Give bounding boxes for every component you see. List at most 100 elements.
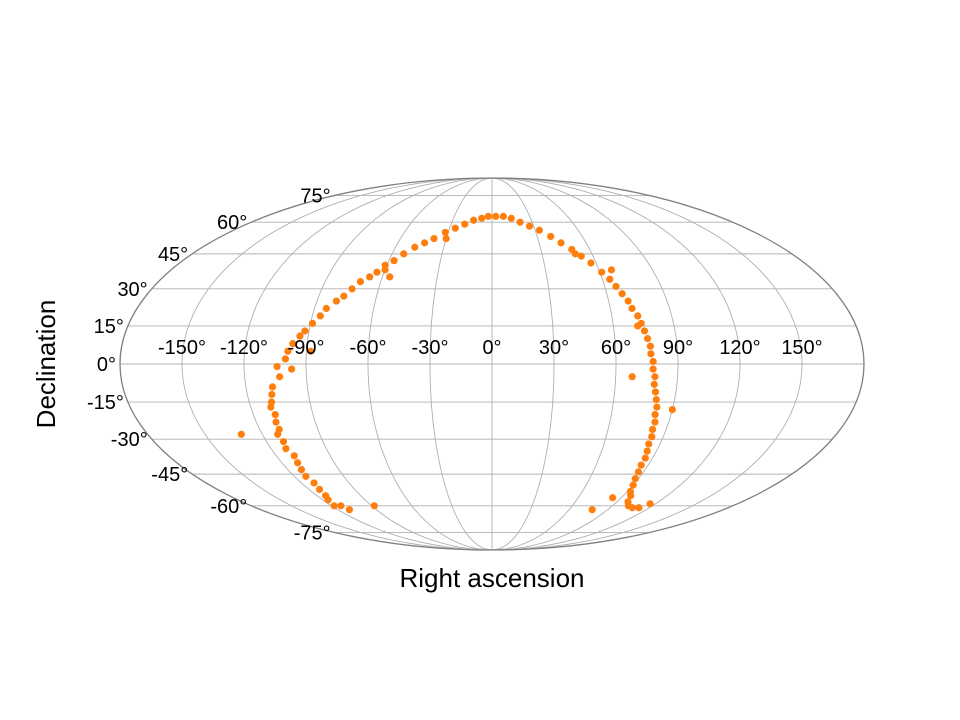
ra-tick-label: -90° — [288, 337, 325, 359]
meridian-gridline — [491, 177, 803, 551]
data-point — [400, 250, 408, 258]
data-point — [631, 474, 639, 483]
ra-tick-label: -120° — [220, 337, 268, 359]
data-point — [294, 459, 302, 467]
data-point — [288, 365, 296, 373]
ra-tick-label: 150° — [781, 337, 822, 359]
data-point — [272, 418, 280, 426]
dec-tick-label: 0° — [97, 354, 116, 376]
data-point — [643, 334, 652, 343]
ra-tick-label: -30° — [412, 337, 449, 359]
data-point — [332, 297, 341, 305]
dec-tick-label: -75° — [294, 523, 331, 545]
data-point — [430, 235, 438, 243]
data-point — [650, 380, 658, 388]
data-point — [648, 433, 656, 441]
data-point — [646, 500, 654, 508]
data-point — [598, 268, 606, 276]
data-point — [628, 373, 636, 381]
data-point — [606, 275, 614, 283]
data-point — [237, 430, 245, 438]
data-point — [651, 388, 660, 396]
data-point — [645, 440, 653, 448]
x-axis-label: Right ascension — [400, 563, 585, 593]
meridian-gridline — [491, 177, 617, 551]
data-point — [461, 220, 469, 228]
data-point — [535, 226, 543, 234]
data-point — [348, 285, 356, 293]
data-point — [322, 492, 330, 500]
data-point — [370, 502, 378, 510]
data-point — [647, 350, 655, 358]
data-point — [516, 218, 524, 226]
data-point — [337, 502, 345, 510]
data-point — [310, 479, 318, 487]
meridian-gridline — [429, 177, 493, 551]
data-point — [624, 297, 632, 305]
data-point — [557, 239, 565, 247]
ra-tick-label: -60° — [350, 337, 387, 359]
data-point — [366, 273, 374, 281]
ra-tick-label: 90° — [663, 337, 693, 359]
data-point — [381, 266, 389, 274]
data-point — [316, 312, 324, 320]
dec-tick-label: 30° — [117, 279, 147, 301]
dec-tick-label: 60° — [217, 212, 247, 234]
ra-tick-label: 60° — [601, 337, 631, 359]
data-point — [322, 304, 330, 313]
data-point — [301, 327, 309, 335]
ra-tick-label: -150° — [158, 337, 206, 359]
ra-tick-label: 0° — [482, 337, 501, 359]
data-point — [618, 290, 626, 298]
data-point — [499, 212, 507, 220]
data-point — [282, 445, 290, 453]
data-point — [577, 252, 585, 260]
data-point — [651, 418, 659, 426]
meridian-gridline — [491, 177, 679, 551]
data-point — [607, 266, 616, 274]
data-point — [484, 212, 492, 220]
data-point — [284, 347, 292, 355]
ra-tick-label: 120° — [719, 337, 760, 359]
data-point — [547, 232, 555, 241]
data-point — [275, 425, 283, 434]
graticule — [120, 177, 864, 551]
data-point — [302, 472, 310, 480]
data-point — [492, 212, 500, 220]
data-point — [668, 406, 676, 414]
data-point — [635, 504, 643, 512]
dec-tick-label: -30° — [111, 429, 148, 451]
data-point — [643, 447, 651, 455]
dec-tick-label: -60° — [210, 496, 247, 518]
data-point — [627, 492, 635, 500]
meridian-gridline — [367, 177, 493, 551]
data-point — [634, 312, 642, 320]
data-point — [306, 347, 315, 355]
data-point — [289, 340, 297, 348]
data-point — [386, 273, 394, 281]
data-point — [641, 454, 649, 462]
data-point — [651, 410, 659, 419]
data-point — [330, 502, 338, 510]
data-point — [571, 250, 579, 258]
dec-tick-label: -45° — [151, 464, 188, 486]
data-point — [525, 222, 534, 230]
data-point — [628, 504, 636, 512]
data-point — [588, 506, 596, 514]
data-point — [271, 410, 279, 419]
data-point — [441, 228, 449, 236]
ra-tick-label: 30° — [539, 337, 569, 359]
dec-tick-label: 15° — [94, 316, 124, 338]
ra-tick-labels: -150° -120° -90° -60° -30° 0° 30° 60° 90° 120° 150… — [158, 337, 823, 359]
data-point — [273, 362, 281, 371]
data-point — [356, 278, 365, 286]
data-point — [420, 239, 429, 247]
data-point — [315, 485, 324, 493]
data-point — [267, 398, 276, 406]
data-point — [411, 243, 419, 251]
data-point — [276, 373, 284, 381]
data-point — [268, 390, 276, 399]
data-point — [470, 216, 478, 224]
data-point — [646, 342, 655, 350]
